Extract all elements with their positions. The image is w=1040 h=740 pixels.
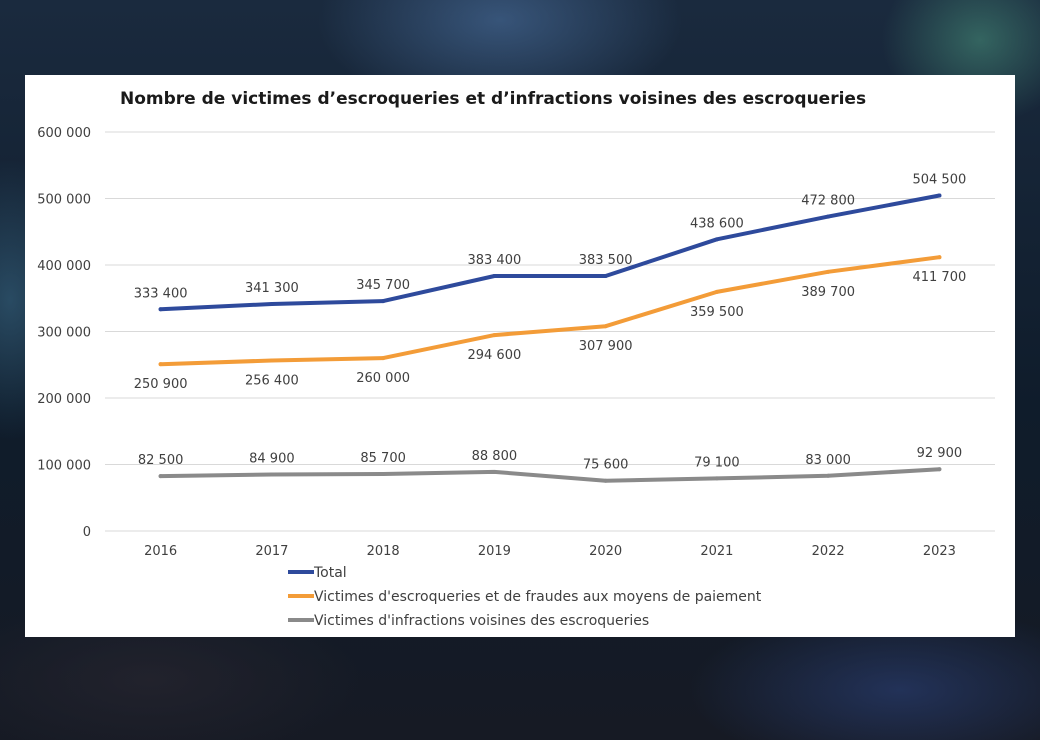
- series-point-0: [492, 274, 497, 279]
- series-point-1: [603, 324, 608, 329]
- series-point-0: [937, 193, 942, 198]
- series-point-0: [269, 302, 274, 307]
- data-label-1: 307 900: [579, 339, 633, 354]
- y-tick-label: 300 000: [37, 326, 91, 341]
- series-point-2: [603, 478, 608, 483]
- data-label-0: 383 400: [467, 253, 521, 268]
- series-point-1: [381, 356, 386, 361]
- y-tick-label: 600 000: [37, 126, 91, 141]
- series-point-1: [826, 269, 831, 274]
- x-tick-label: 2022: [812, 544, 845, 559]
- chart-card: Nombre de victimes d’escroqueries et d’i…: [25, 75, 1015, 637]
- data-label-2: 85 700: [360, 451, 406, 466]
- y-tick-label: 200 000: [37, 392, 91, 407]
- series-point-0: [603, 273, 608, 278]
- data-label-1: 359 500: [690, 305, 744, 320]
- data-label-1: 389 700: [801, 285, 855, 300]
- x-tick-label: 2019: [478, 544, 511, 559]
- data-label-0: 504 500: [912, 173, 966, 188]
- x-tick-label: 2023: [923, 544, 956, 559]
- series-line-0: [158, 193, 942, 312]
- data-label-2: 82 500: [138, 453, 184, 468]
- series-point-0: [158, 307, 163, 312]
- series-point-2: [381, 472, 386, 477]
- x-tick-label: 2017: [255, 544, 288, 559]
- data-label-1: 260 000: [356, 371, 410, 386]
- series-point-1: [937, 255, 942, 260]
- legend-label-1: Victimes d'escroqueries et de fraudes au…: [314, 589, 762, 605]
- line-chart: Nombre de victimes d’escroqueries et d’i…: [37, 89, 995, 629]
- series-point-2: [714, 476, 719, 481]
- series-point-1: [158, 362, 163, 367]
- data-label-2: 83 000: [805, 453, 851, 468]
- series-point-0: [714, 237, 719, 242]
- series-point-1: [714, 289, 719, 294]
- data-label-0: 345 700: [356, 278, 410, 293]
- legend-label-0: Total: [313, 565, 347, 581]
- series-point-2: [158, 474, 163, 479]
- x-tick-label: 2018: [367, 544, 400, 559]
- data-label-0: 438 600: [690, 216, 744, 231]
- series-point-2: [492, 469, 497, 474]
- data-label-1: 294 600: [467, 348, 521, 363]
- series-point-0: [381, 299, 386, 304]
- data-label-2: 84 900: [249, 452, 295, 467]
- data-label-2: 79 100: [694, 455, 740, 470]
- series-point-2: [937, 467, 942, 472]
- x-tick-label: 2020: [589, 544, 622, 559]
- data-label-2: 88 800: [472, 449, 518, 464]
- legend-label-2: Victimes d'infractions voisines des escr…: [314, 613, 649, 629]
- data-label-0: 472 800: [801, 194, 855, 209]
- data-label-0: 383 500: [579, 253, 633, 268]
- series-point-1: [492, 333, 497, 338]
- series-line-2: [158, 467, 942, 483]
- data-label-1: 256 400: [245, 373, 299, 388]
- x-tick-label: 2021: [700, 544, 733, 559]
- series-line-1: [158, 255, 942, 367]
- x-tick-label: 2016: [144, 544, 177, 559]
- y-tick-label: 500 000: [37, 193, 91, 208]
- series-point-2: [826, 473, 831, 478]
- series-point-0: [826, 214, 831, 219]
- series-point-1: [269, 358, 274, 363]
- data-label-2: 92 900: [917, 446, 963, 461]
- y-tick-label: 400 000: [37, 259, 91, 274]
- series-point-2: [269, 472, 274, 477]
- data-label-1: 411 700: [912, 270, 966, 285]
- data-label-2: 75 600: [583, 458, 629, 473]
- y-tick-label: 0: [83, 525, 91, 540]
- data-label-0: 333 400: [134, 286, 188, 301]
- data-label-0: 341 300: [245, 281, 299, 296]
- chart-title: Nombre de victimes d’escroqueries et d’i…: [120, 89, 866, 109]
- y-tick-label: 100 000: [37, 459, 91, 474]
- data-label-1: 250 900: [134, 377, 188, 392]
